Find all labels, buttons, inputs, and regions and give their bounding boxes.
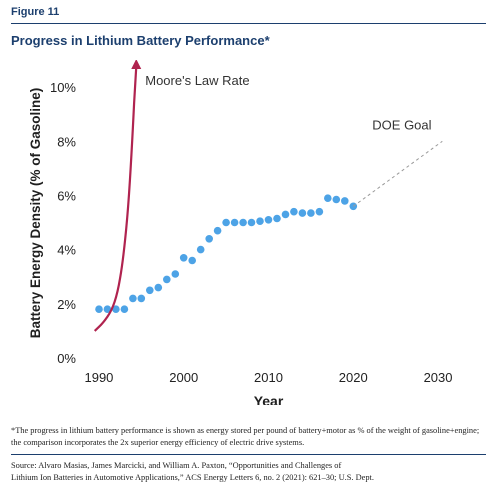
data-point xyxy=(137,294,146,303)
footnote-rule xyxy=(11,454,486,455)
data-point xyxy=(239,218,247,227)
data-point xyxy=(179,254,188,262)
x-tick-label: 2020 xyxy=(339,370,368,385)
x-tick-label: 2030 xyxy=(424,370,453,385)
moores-law-curve xyxy=(93,65,138,332)
x-tick-label: 1990 xyxy=(84,370,113,385)
y-tick-label: 2% xyxy=(57,297,76,312)
doe-goal-line xyxy=(353,140,443,207)
data-point xyxy=(307,209,315,217)
data-point xyxy=(222,218,230,227)
source-line-1: Source: Alvaro Masias, James Marcicki, a… xyxy=(11,461,342,470)
data-point xyxy=(129,294,137,303)
x-tick-label: 2010 xyxy=(254,370,283,385)
figure-title: Progress in Lithium Battery Performance* xyxy=(11,33,270,48)
data-point xyxy=(256,217,264,225)
data-point xyxy=(171,270,180,278)
title-rule xyxy=(11,23,486,24)
data-point xyxy=(324,194,332,202)
y-tick-labels: 0% 2% 4% 6% 8% 10% xyxy=(50,80,76,366)
data-point xyxy=(146,286,154,295)
data-point xyxy=(213,226,222,235)
y-tick-label: 4% xyxy=(57,243,76,258)
x-tick-labels: 1990 2000 2010 2020 2030 xyxy=(84,370,452,385)
data-point xyxy=(281,210,290,219)
source-line-2: Lithium Ion Batteries in Automotive Appl… xyxy=(11,473,374,482)
moores-law-label: Moore's Law Rate xyxy=(145,73,249,88)
doe-goal-label: DOE Goal xyxy=(372,117,431,132)
y-tick-label: 6% xyxy=(57,188,76,203)
data-point xyxy=(332,195,341,204)
y-tick-label: 0% xyxy=(57,351,76,366)
footnote: *The progress in lithium battery perform… xyxy=(11,426,480,447)
y-tick-label: 10% xyxy=(50,80,76,95)
data-point xyxy=(247,218,256,227)
y-tick-label: 8% xyxy=(57,134,76,149)
data-point xyxy=(315,207,324,216)
data-point xyxy=(230,218,239,227)
data-point xyxy=(154,283,163,292)
data-point xyxy=(163,275,171,284)
battery-density-chart: 0% 2% 4% 6% 8% 10% 1990 2000 2010 2020 2030 Batte… xyxy=(28,60,453,405)
data-point xyxy=(264,216,273,224)
moores-law-arrowhead xyxy=(131,60,142,69)
data-point xyxy=(341,197,349,205)
y-axis-label: Battery Energy Density (% of Gasoline) xyxy=(28,88,43,339)
data-point xyxy=(112,305,120,313)
figure-label: Figure 11 xyxy=(11,6,60,18)
data-point xyxy=(205,235,213,243)
x-tick-label: 2000 xyxy=(169,370,198,385)
x-axis-label: Year xyxy=(254,393,284,405)
data-point xyxy=(188,256,196,265)
data-point xyxy=(273,214,281,223)
data-point xyxy=(196,245,205,254)
data-point xyxy=(120,305,129,313)
data-point xyxy=(95,305,103,313)
data-point xyxy=(103,305,112,313)
data-point xyxy=(298,209,307,217)
data-point xyxy=(290,207,298,216)
series-layer: Moore's Law Rate DOE Goal xyxy=(93,60,443,332)
